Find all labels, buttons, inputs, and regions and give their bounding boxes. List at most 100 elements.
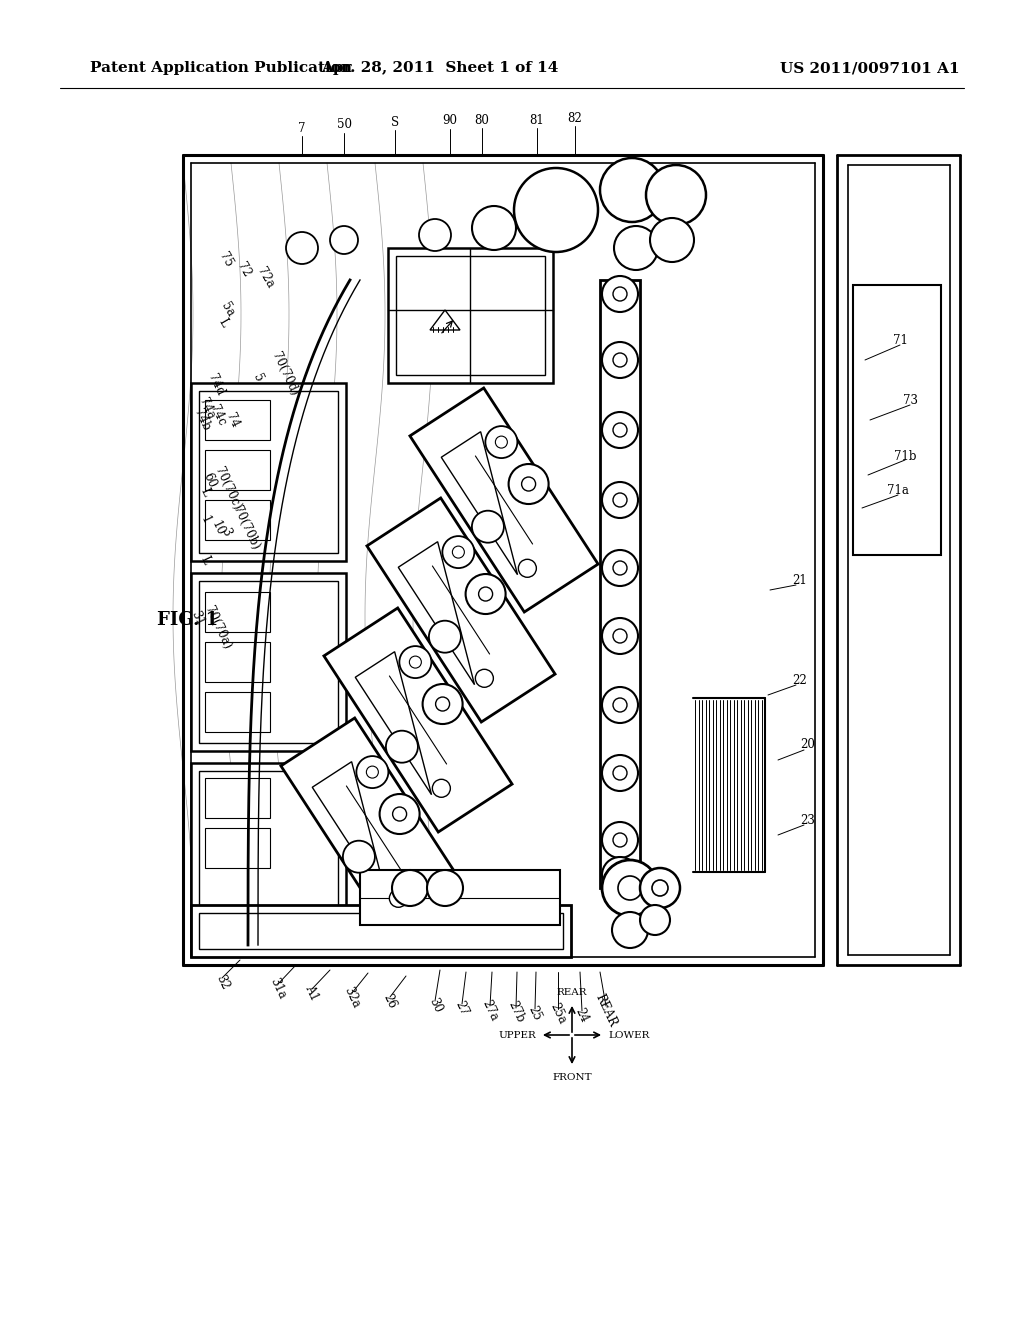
Text: 5: 5: [251, 372, 265, 384]
Text: 32: 32: [213, 973, 231, 991]
Text: 72: 72: [234, 260, 253, 280]
Bar: [199, 391, 338, 553]
Circle shape: [652, 880, 668, 896]
Circle shape: [423, 684, 463, 725]
Bar: [853, 285, 941, 554]
Text: L: L: [198, 554, 213, 566]
Circle shape: [646, 165, 706, 224]
Circle shape: [389, 890, 408, 907]
Circle shape: [429, 620, 461, 652]
Circle shape: [380, 795, 420, 834]
Bar: [199, 581, 338, 743]
Circle shape: [514, 168, 598, 252]
Text: 75: 75: [217, 251, 236, 269]
Text: 80: 80: [474, 114, 489, 127]
Text: 32a: 32a: [341, 985, 362, 1010]
Text: 71a: 71a: [887, 483, 909, 496]
Circle shape: [613, 869, 627, 882]
Circle shape: [613, 422, 627, 437]
Polygon shape: [600, 280, 640, 888]
Bar: [191, 573, 346, 751]
Text: 31: 31: [188, 609, 206, 627]
Circle shape: [442, 536, 474, 568]
Text: 81: 81: [529, 114, 545, 127]
Circle shape: [602, 412, 638, 447]
Text: 74a: 74a: [197, 395, 217, 421]
Text: 5a: 5a: [219, 301, 238, 319]
Text: FRONT: FRONT: [552, 1073, 592, 1082]
Circle shape: [640, 906, 670, 935]
Text: 25: 25: [526, 1003, 544, 1023]
Text: 1: 1: [198, 513, 212, 527]
Circle shape: [602, 482, 638, 517]
Circle shape: [399, 645, 431, 678]
Circle shape: [618, 876, 642, 900]
Text: A1: A1: [303, 983, 322, 1003]
Text: 73: 73: [902, 393, 918, 407]
Text: 72a: 72a: [254, 265, 276, 290]
Polygon shape: [410, 388, 598, 612]
Circle shape: [612, 912, 648, 948]
Bar: [199, 913, 563, 949]
Circle shape: [602, 618, 638, 653]
Circle shape: [485, 426, 517, 458]
Text: Patent Application Publication: Patent Application Publication: [90, 61, 352, 75]
Text: 74c: 74c: [208, 403, 228, 428]
Circle shape: [286, 232, 318, 264]
Bar: [396, 256, 545, 375]
Circle shape: [613, 833, 627, 847]
Bar: [191, 763, 346, 941]
Text: S: S: [391, 116, 399, 128]
Text: 70(70d): 70(70d): [269, 350, 301, 397]
Circle shape: [496, 436, 507, 447]
Polygon shape: [281, 718, 469, 942]
Text: 27a: 27a: [479, 998, 501, 1023]
Text: 3: 3: [218, 525, 233, 539]
Text: 10: 10: [209, 519, 227, 537]
Text: 70(70a): 70(70a): [203, 605, 233, 652]
Text: 71b: 71b: [894, 450, 916, 462]
Circle shape: [472, 206, 516, 249]
Polygon shape: [367, 498, 555, 722]
Circle shape: [521, 477, 536, 491]
Text: 70(70c): 70(70c): [212, 465, 244, 512]
Text: Apr. 28, 2011  Sheet 1 of 14: Apr. 28, 2011 Sheet 1 of 14: [322, 61, 559, 75]
Circle shape: [602, 861, 658, 916]
Circle shape: [419, 219, 451, 251]
Text: L: L: [215, 317, 230, 330]
Text: 26: 26: [381, 991, 399, 1011]
Text: LOWER: LOWER: [608, 1031, 649, 1040]
Text: 82: 82: [567, 111, 583, 124]
Circle shape: [509, 465, 549, 504]
Circle shape: [330, 226, 358, 253]
Bar: [205, 400, 270, 440]
Circle shape: [435, 697, 450, 711]
Circle shape: [478, 587, 493, 601]
Circle shape: [613, 492, 627, 507]
Circle shape: [602, 822, 638, 858]
Circle shape: [475, 669, 494, 688]
Bar: [191, 906, 571, 957]
Circle shape: [613, 561, 627, 576]
Text: 24: 24: [573, 1006, 591, 1024]
Text: REAR: REAR: [593, 991, 620, 1028]
Text: REAR: REAR: [557, 987, 587, 997]
Bar: [205, 692, 270, 733]
Circle shape: [466, 574, 506, 614]
Polygon shape: [324, 609, 512, 832]
Circle shape: [600, 158, 664, 222]
Bar: [205, 777, 270, 818]
Circle shape: [602, 276, 638, 312]
Circle shape: [392, 870, 428, 906]
Text: 74b: 74b: [191, 407, 213, 433]
Text: FIG. 1: FIG. 1: [157, 611, 218, 630]
Circle shape: [614, 226, 658, 271]
Circle shape: [613, 352, 627, 367]
Text: 27: 27: [453, 998, 471, 1018]
Circle shape: [613, 766, 627, 780]
Circle shape: [518, 560, 537, 577]
Bar: [388, 248, 553, 383]
Bar: [205, 591, 270, 632]
Circle shape: [410, 656, 421, 668]
Text: 90: 90: [442, 115, 458, 128]
